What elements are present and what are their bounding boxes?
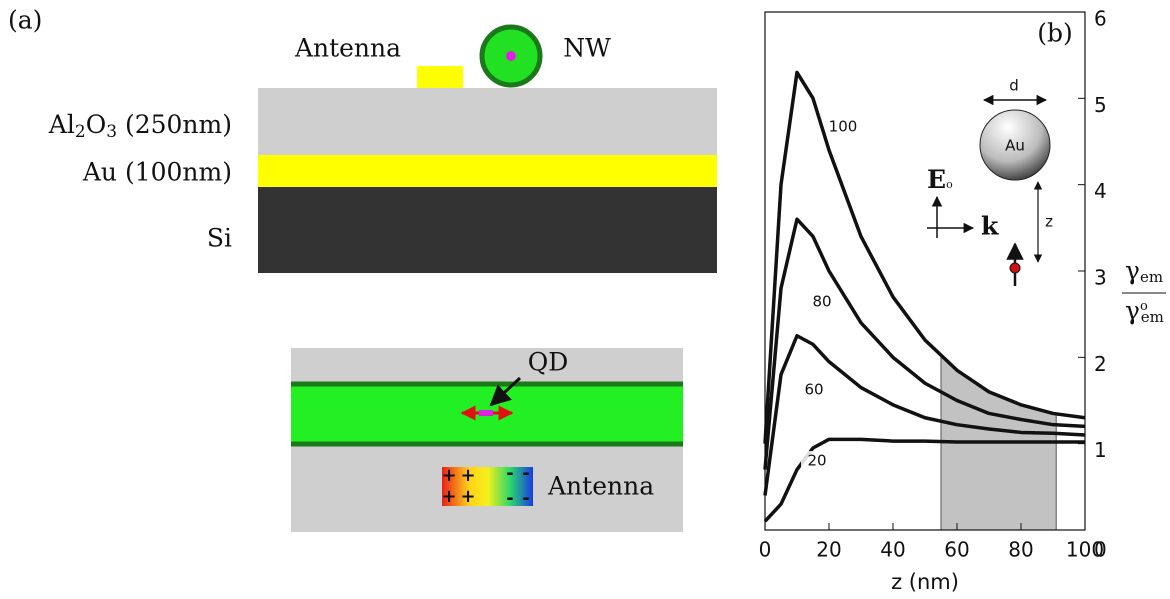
x-tick-label: 80 <box>1008 538 1033 562</box>
curve <box>763 437 1085 523</box>
distance-label: z <box>1045 213 1053 231</box>
charges: + + + + - - - - <box>441 463 529 509</box>
antenna <box>417 66 463 88</box>
curve-label: 20 <box>807 452 826 470</box>
x-tick-label: 60 <box>944 538 969 562</box>
x-axis-label: z (nm) <box>891 570 959 594</box>
curve <box>763 70 1086 444</box>
diameter-label: d <box>1009 77 1019 95</box>
charge: - <box>522 488 529 509</box>
plot <box>763 70 1086 531</box>
alumina-layer <box>258 88 717 155</box>
x-tick-label: 20 <box>816 538 841 562</box>
y-tick-label: 0 <box>1094 538 1107 562</box>
particle-label: Au <box>1005 137 1025 155</box>
label-bg <box>801 451 833 471</box>
qd-label: QD <box>528 348 569 377</box>
charge: - <box>522 463 529 484</box>
emitter <box>1009 262 1021 274</box>
y-tick-label: 3 <box>1094 266 1107 290</box>
gold-sphere <box>979 109 1051 181</box>
label-bg <box>798 380 830 400</box>
panel-label: (a) <box>8 6 42 35</box>
antenna-label: Antenna <box>294 34 401 63</box>
layer-label: Si <box>207 224 232 253</box>
antenna-charge <box>442 467 533 506</box>
y-tick-label: 1 <box>1094 438 1107 462</box>
label-bg <box>827 117 859 137</box>
pointer-arrow <box>489 376 522 407</box>
curve-label: 60 <box>804 381 823 399</box>
antenna-label: Antenna <box>547 472 654 501</box>
x-tick-label: 40 <box>880 538 905 562</box>
y-axis-label: γem <box>1125 256 1163 287</box>
quantum-dot <box>506 51 516 61</box>
y-tick-label: 2 <box>1094 352 1107 376</box>
quantum-dot <box>479 410 493 416</box>
panel-label: (b) <box>1037 19 1073 48</box>
x-tick-label: 100 <box>1066 538 1104 562</box>
layer-label: Al2O3 (250nm) <box>48 110 232 142</box>
curve <box>763 217 1086 470</box>
curve-label: 100 <box>829 118 858 136</box>
nanowire-label: NW <box>563 34 611 63</box>
layer-label: Au (100nm) <box>82 158 232 187</box>
y-tick-label: 6 <box>1094 7 1107 31</box>
y-tick-label: 5 <box>1094 93 1107 117</box>
charge: - <box>506 488 513 509</box>
charge: + <box>441 486 456 507</box>
field-label: Eo <box>927 165 953 194</box>
curve <box>763 334 1086 496</box>
charge: - <box>506 463 513 484</box>
curve-label: 80 <box>812 293 831 311</box>
label-bg <box>806 292 838 312</box>
gold-layer <box>258 155 717 187</box>
silicon-layer <box>258 187 717 273</box>
y-axis-label: γo em <box>1125 296 1164 327</box>
y-tick-label: 4 <box>1094 179 1107 203</box>
charge: + <box>460 486 475 507</box>
x-tick-label: 0 <box>759 538 772 562</box>
charge: + <box>441 465 456 486</box>
wavevector-label: k <box>981 212 999 241</box>
charge: + <box>460 465 475 486</box>
